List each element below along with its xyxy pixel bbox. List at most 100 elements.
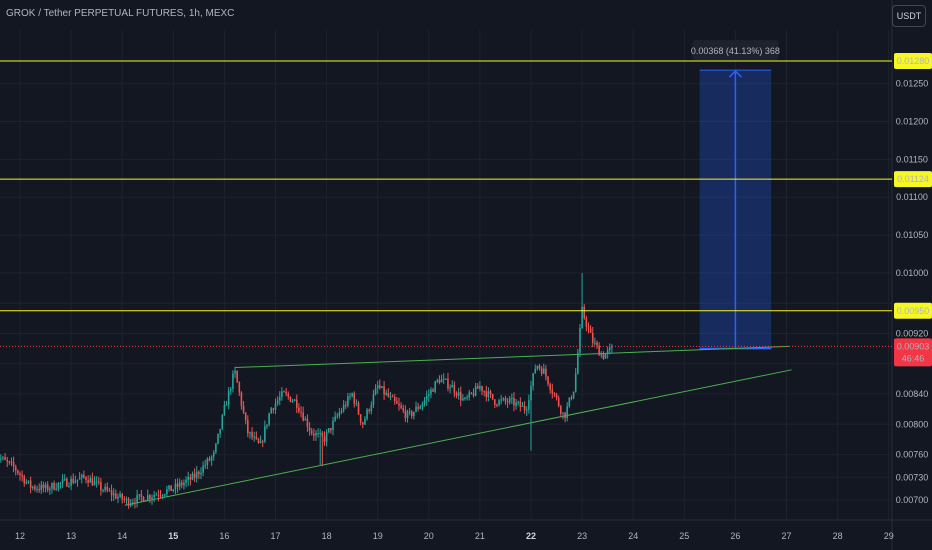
candle-body bbox=[238, 382, 241, 393]
candle-body bbox=[438, 379, 441, 383]
candle-body bbox=[134, 502, 136, 504]
candle-body bbox=[508, 398, 511, 403]
price-axis-tick-label: 0.01050 bbox=[896, 230, 929, 240]
candle-body bbox=[513, 397, 515, 406]
candle-body bbox=[195, 471, 198, 478]
candle-body bbox=[34, 486, 36, 490]
candle-body bbox=[353, 393, 356, 404]
level-price-tag bbox=[894, 302, 932, 319]
time-axis-tick-label: 19 bbox=[373, 531, 383, 541]
time-axis-tick-label: 25 bbox=[679, 531, 689, 541]
candle-body bbox=[570, 397, 573, 399]
candle-body bbox=[215, 443, 217, 453]
candle-body bbox=[285, 391, 287, 394]
candle-body bbox=[521, 405, 524, 407]
candle-body bbox=[545, 368, 547, 377]
candle-body bbox=[12, 462, 15, 467]
candle-body bbox=[404, 410, 407, 419]
candle-body bbox=[466, 397, 468, 399]
candle-body bbox=[574, 373, 577, 392]
candle-body bbox=[136, 495, 138, 504]
candle-body bbox=[46, 484, 49, 491]
candle-body bbox=[89, 478, 92, 483]
candle-body bbox=[504, 398, 507, 402]
candle-body bbox=[298, 407, 300, 412]
measure-arrow-head bbox=[728, 70, 742, 78]
candle-body bbox=[166, 489, 168, 495]
candle-body bbox=[327, 428, 330, 433]
candle-body bbox=[449, 387, 451, 389]
candle-body bbox=[568, 397, 571, 407]
candle-body bbox=[421, 404, 424, 407]
time-axis-tick-label: 27 bbox=[781, 531, 791, 541]
candle-body bbox=[234, 370, 236, 374]
trend-line[interactable] bbox=[124, 369, 792, 506]
candle-body bbox=[274, 403, 277, 410]
candle-body bbox=[91, 478, 94, 486]
candle-body bbox=[370, 404, 373, 411]
candle-body bbox=[547, 376, 549, 385]
currency-button[interactable]: USDT bbox=[892, 5, 926, 27]
candle-body bbox=[183, 482, 185, 486]
price-axis-tick-label: 0.01250 bbox=[896, 79, 929, 89]
candle-body bbox=[594, 342, 596, 344]
level-price-label: 0.00950 bbox=[897, 306, 930, 316]
time-axis-tick-label: 22 bbox=[526, 531, 536, 541]
candle-body bbox=[253, 436, 256, 438]
candle-body bbox=[361, 422, 364, 425]
candle-body bbox=[434, 381, 436, 392]
candle-body bbox=[577, 352, 579, 374]
candle-body bbox=[59, 482, 62, 484]
candle-body bbox=[100, 482, 102, 491]
candle-body bbox=[379, 385, 381, 388]
candle-body bbox=[208, 458, 211, 461]
time-axis-tick-label: 29 bbox=[884, 531, 894, 541]
candle-body bbox=[2, 457, 4, 459]
candle-body bbox=[323, 436, 326, 442]
candle-body bbox=[25, 481, 28, 484]
candle-body bbox=[6, 459, 9, 462]
candle-body bbox=[176, 483, 179, 487]
candle-body bbox=[289, 396, 292, 402]
candle-body bbox=[325, 432, 328, 442]
candle-body bbox=[572, 391, 575, 399]
candle-body bbox=[596, 342, 598, 346]
candle-body bbox=[551, 389, 554, 394]
candle-body bbox=[27, 480, 30, 482]
candle-body bbox=[600, 354, 603, 356]
candle-body bbox=[157, 494, 160, 496]
candle-body bbox=[151, 497, 153, 499]
candle-body bbox=[217, 433, 219, 444]
time-axis-tick-label: 26 bbox=[730, 531, 740, 541]
candle-body bbox=[78, 477, 81, 480]
candle-body bbox=[304, 418, 307, 421]
candle-body bbox=[174, 483, 177, 490]
candle-body bbox=[53, 483, 55, 490]
candle-body bbox=[19, 473, 21, 475]
candle-body bbox=[542, 368, 545, 374]
candle-body bbox=[436, 379, 439, 382]
bar-countdown-label: 46:46 bbox=[902, 353, 925, 363]
candle-body bbox=[315, 433, 317, 436]
candle-body bbox=[381, 386, 383, 388]
candle-body bbox=[240, 392, 243, 406]
candle-body bbox=[319, 432, 322, 434]
candle-body bbox=[423, 400, 426, 405]
trend-line[interactable] bbox=[235, 345, 790, 369]
candle-body bbox=[72, 478, 75, 483]
candle-body bbox=[376, 385, 379, 389]
candle-body bbox=[55, 488, 57, 490]
candle-body bbox=[247, 420, 249, 434]
candle-body bbox=[511, 397, 513, 399]
candle-body bbox=[366, 409, 368, 419]
candle-body bbox=[410, 411, 413, 417]
candle-body bbox=[236, 370, 238, 383]
candle-body bbox=[457, 392, 460, 396]
candle-body bbox=[557, 397, 560, 407]
candle-body bbox=[281, 391, 283, 398]
candle-body bbox=[278, 397, 281, 401]
candle-body bbox=[261, 441, 264, 443]
candle-body bbox=[391, 396, 394, 398]
